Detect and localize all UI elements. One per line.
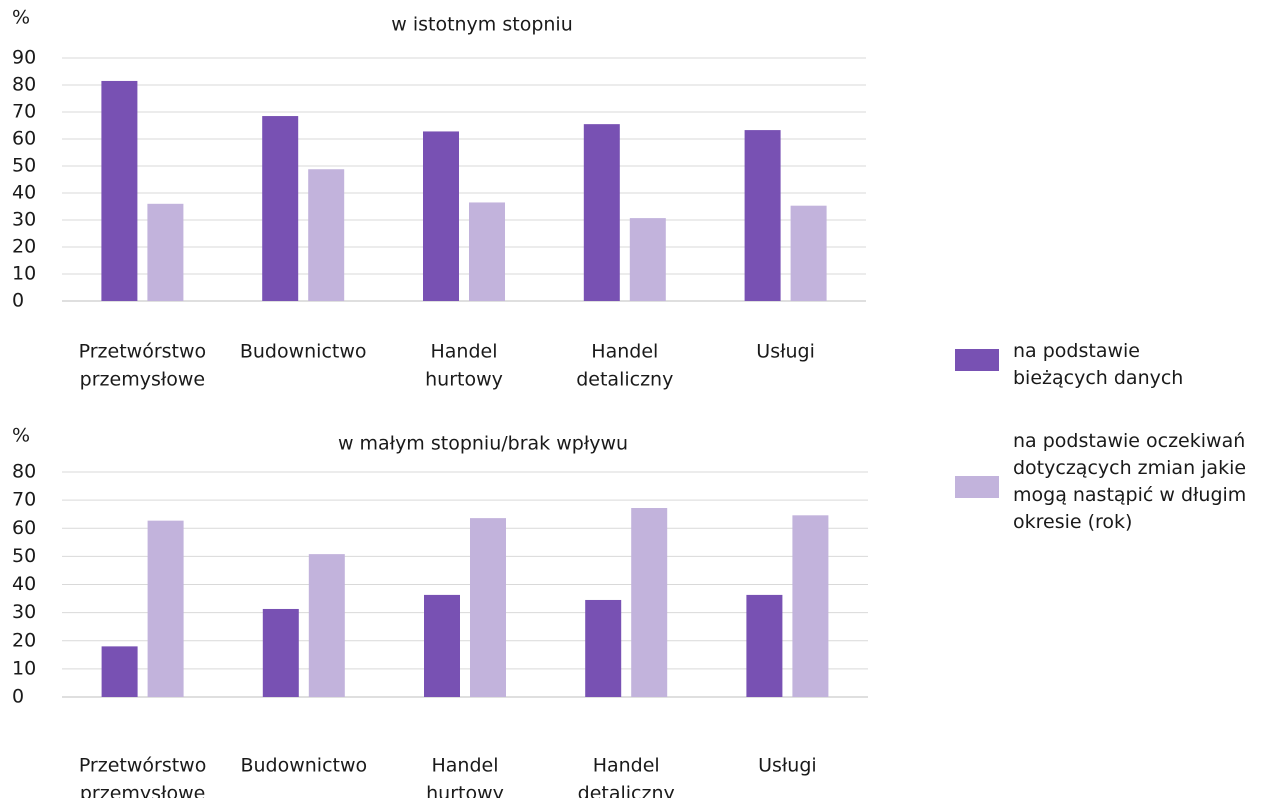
y-tick-label: 70 — [12, 489, 36, 511]
x-category-label: Handel — [593, 755, 660, 777]
legend-swatch-expectations — [955, 476, 999, 498]
chart-2: w małym stopniu/brak wpływu% 0 10 20 30 40 50 6… — [12, 425, 868, 798]
bar-expected — [147, 520, 184, 697]
y-tick-label: 40 — [12, 182, 36, 204]
bar-expected — [308, 554, 345, 697]
y-tick-label: 10 — [12, 263, 36, 285]
y-tick-label: 20 — [12, 236, 36, 258]
bar-current — [585, 599, 622, 697]
x-category-label: Budownictwo — [240, 755, 367, 777]
bar-current — [262, 608, 299, 697]
bar-current — [423, 131, 459, 301]
y-tick-label: 40 — [12, 573, 36, 595]
x-category-label: Handel — [591, 341, 658, 363]
chart-title: w małym stopniu/brak wpływu — [338, 433, 628, 455]
x-category-label: Przetwórstwo — [79, 755, 207, 777]
y-tick-label: 90 — [12, 47, 36, 69]
y-tick-label: 60 — [12, 517, 36, 539]
bar-current — [262, 116, 299, 301]
y-tick-label: 20 — [12, 629, 36, 651]
y-tick-label: 60 — [12, 128, 36, 150]
y-tick-label: 80 — [12, 74, 36, 96]
bar-expected — [792, 515, 829, 697]
bar-current — [746, 594, 783, 697]
x-category-label: Handel — [430, 341, 497, 363]
bar-current — [424, 594, 460, 697]
bar-current — [583, 124, 620, 302]
legend-label-current-data: na podstawie bieżących danych — [1013, 340, 1184, 389]
x-category-label: przemysłowe — [80, 369, 205, 391]
chart-1: w istotnym stopniu% 0 10 20 30 40 50 60 70 80 90 Pr… — [12, 7, 866, 391]
y-tick-label: 70 — [12, 101, 36, 123]
x-category-label: Przetwórstwo — [79, 341, 207, 363]
x-category-label: Usługi — [756, 341, 815, 363]
x-category-label: hurtowy — [426, 783, 504, 798]
bar-expected — [629, 218, 666, 301]
bar-expected — [469, 202, 505, 301]
y-tick-label: 10 — [12, 657, 36, 679]
y-tick-label: 80 — [12, 461, 36, 483]
bar-expected — [308, 169, 345, 301]
bar-expected — [631, 508, 668, 697]
x-category-label: hurtowy — [425, 369, 503, 391]
bar-expected — [470, 518, 506, 697]
legend-swatch-current-data — [955, 349, 999, 371]
bar-expected — [790, 205, 827, 301]
y-axis-unit-label: % — [12, 425, 30, 447]
y-tick-label: 50 — [12, 545, 36, 567]
x-category-label: detaliczny — [576, 369, 673, 391]
y-tick-label: 30 — [12, 601, 36, 623]
x-category-label: Usługi — [758, 755, 817, 777]
bar-current — [101, 646, 138, 697]
x-category-label: przemysłowe — [80, 783, 205, 798]
bar-current — [101, 80, 138, 301]
y-tick-label: 0 — [12, 290, 24, 312]
y-axis-unit-label: % — [12, 7, 30, 29]
chart-title: w istotnym stopniu — [391, 14, 573, 36]
bar-current — [744, 130, 781, 301]
y-tick-label: 30 — [12, 209, 36, 231]
bar-expected — [147, 203, 184, 301]
legend-label-expectations: na podstawie oczekiwań dotyczących zmian… — [1013, 430, 1247, 533]
x-category-label: detaliczny — [578, 783, 675, 798]
x-category-label: Handel — [431, 755, 498, 777]
y-tick-label: 0 — [12, 686, 24, 708]
x-category-label: Budownictwo — [240, 341, 367, 363]
y-tick-label: 50 — [12, 155, 36, 177]
